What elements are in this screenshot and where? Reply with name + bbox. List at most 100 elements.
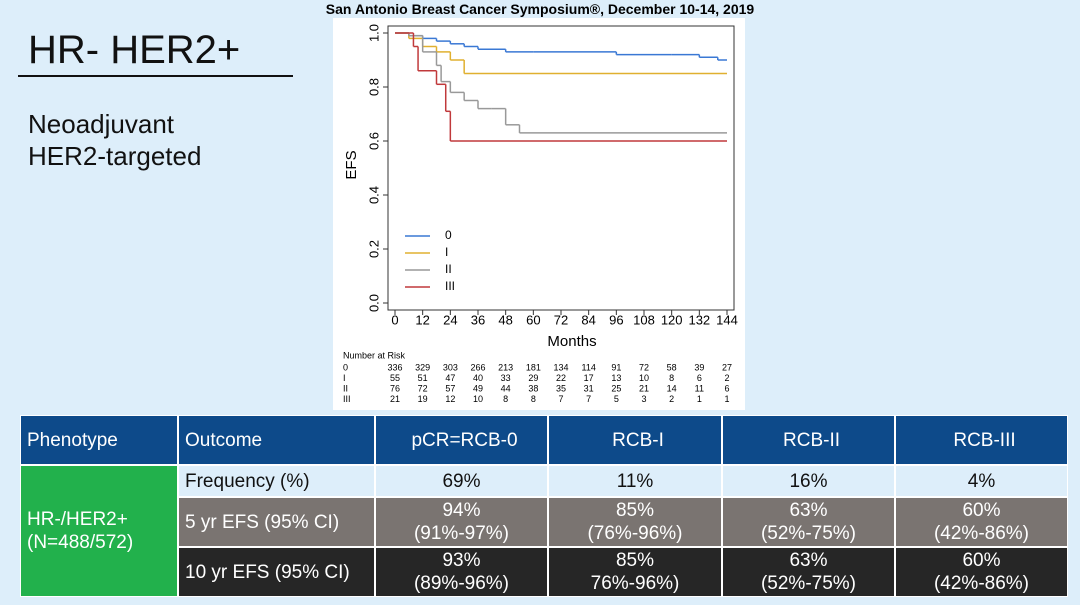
x-tick-label: 0 xyxy=(391,312,398,327)
x-tick-label: 48 xyxy=(498,312,512,327)
legend-label: II xyxy=(445,262,452,276)
value-cell: 16% xyxy=(722,465,895,497)
risk-count: 2 xyxy=(724,373,729,383)
risk-count: 336 xyxy=(387,362,402,372)
risk-count: 181 xyxy=(526,362,541,372)
risk-count: 5 xyxy=(614,394,619,404)
risk-count: 266 xyxy=(470,362,485,372)
value-line: 76%-96%) xyxy=(590,573,680,594)
value-cell: 60% (42%-86%) xyxy=(895,547,1068,597)
y-axis-label: EFS xyxy=(343,150,360,179)
risk-count: 303 xyxy=(443,362,458,372)
value-line: 85% xyxy=(615,500,655,521)
value-line: 94% xyxy=(442,500,481,521)
risk-count: 31 xyxy=(584,383,594,393)
risk-count: 72 xyxy=(639,362,649,372)
risk-count: 51 xyxy=(418,373,428,383)
risk-count: 58 xyxy=(667,362,677,372)
phenotype-cell: HR-/HER2+ (N=488/572) xyxy=(20,465,178,597)
value-line: (76%-96%) xyxy=(587,523,683,544)
risk-count: 39 xyxy=(694,362,704,372)
table-header-cell: pCR=RCB-0 xyxy=(375,415,548,465)
risk-count: 22 xyxy=(556,373,566,383)
x-tick-label: 84 xyxy=(581,312,595,327)
y-tick-label: 0.6 xyxy=(366,132,381,150)
value-cell: 4% xyxy=(895,465,1068,497)
risk-count: 10 xyxy=(473,394,483,404)
x-tick-label: 144 xyxy=(716,312,738,327)
risk-count: 44 xyxy=(501,383,511,393)
risk-count: 76 xyxy=(390,383,400,393)
title-rule xyxy=(18,75,293,77)
risk-count: 7 xyxy=(586,394,591,404)
risk-count: 27 xyxy=(722,362,732,372)
x-tick-label: 24 xyxy=(443,312,457,327)
risk-count: 40 xyxy=(473,373,483,383)
value-cell: 85% (76%-96%) xyxy=(548,497,722,547)
x-tick-label: 120 xyxy=(661,312,683,327)
y-tick-label: 1.0 xyxy=(366,24,381,42)
value-line: (91%-97%) xyxy=(413,523,510,544)
x-tick-label: 36 xyxy=(471,312,485,327)
risk-count: 6 xyxy=(697,373,702,383)
risk-count: 1 xyxy=(724,394,729,404)
risk-count: 11 xyxy=(695,383,704,393)
risk-count: 3 xyxy=(641,394,646,404)
slide-title: HR- HER2+ xyxy=(28,28,241,72)
risk-count: 1 xyxy=(697,394,702,404)
subtitle: Neoadjuvant HER2-targeted xyxy=(28,108,201,172)
risk-title: Number at Risk xyxy=(343,350,406,360)
x-tick-label: 108 xyxy=(633,312,655,327)
subtitle-line: Neoadjuvant xyxy=(28,109,174,139)
risk-count: 8 xyxy=(531,394,536,404)
y-tick-label: 0.0 xyxy=(366,294,381,312)
value-cell: 63% (52%-75%) xyxy=(722,497,895,547)
risk-count: 91 xyxy=(611,362,621,372)
row-label: 5 yr EFS (95% CI) xyxy=(178,497,375,547)
risk-count: 13 xyxy=(611,373,621,383)
table-header-cell: RCB-II xyxy=(722,415,895,465)
y-tick-label: 0.4 xyxy=(366,186,381,204)
x-tick-label: 60 xyxy=(526,312,540,327)
risk-count: 10 xyxy=(639,373,649,383)
risk-count: 21 xyxy=(639,383,649,393)
x-tick-label: 72 xyxy=(554,312,568,327)
x-tick-label: 96 xyxy=(609,312,623,327)
value-cell: 69% xyxy=(375,465,548,497)
risk-count: 134 xyxy=(553,362,568,372)
value-line: (42%-86%) xyxy=(933,573,1030,594)
value-cell: 60% (42%-86%) xyxy=(895,497,1068,547)
risk-row-name: I xyxy=(343,373,346,383)
risk-count: 6 xyxy=(724,383,729,393)
table-header-cell: Phenotype xyxy=(20,415,178,465)
y-tick-label: 0.2 xyxy=(366,240,381,258)
value-cell: 85% 76%-96%) xyxy=(548,547,722,597)
row-label: Frequency (%) xyxy=(178,465,375,497)
risk-count: 57 xyxy=(445,383,455,393)
risk-count: 21 xyxy=(390,394,400,404)
risk-count: 329 xyxy=(415,362,430,372)
x-tick-label: 132 xyxy=(688,312,710,327)
value-line: (52%-75%) xyxy=(760,523,857,544)
chart-bg xyxy=(333,18,745,410)
risk-row-name: 0 xyxy=(343,362,348,372)
phenotype-line: HR-/HER2+ xyxy=(27,509,128,530)
value-cell: 11% xyxy=(548,465,722,497)
km-chart: 0 12 24 36 48 60 72 84 96 108 120 132 1440.00.20.40.… xyxy=(333,18,745,410)
table-header-cell: RCB-I xyxy=(548,415,722,465)
table-header-cell: Outcome xyxy=(178,415,375,465)
value-cell: 63% (52%-75%) xyxy=(722,547,895,597)
risk-count: 213 xyxy=(498,362,513,372)
outcome-table: Phenotype Outcome pCR=RCB-0 RCB-I RCB-II RCB-… xyxy=(20,415,1068,597)
risk-count: 33 xyxy=(501,373,511,383)
risk-row-name: III xyxy=(343,394,351,404)
value-line: 63% xyxy=(789,500,828,521)
header: San Antonio Breast Cancer Symposium®, De… xyxy=(325,1,755,17)
value-line: 85% xyxy=(615,550,655,571)
risk-count: 35 xyxy=(556,383,566,393)
risk-count: 12 xyxy=(445,394,455,404)
legend-label: III xyxy=(445,279,455,293)
table-header-cell: RCB-III xyxy=(895,415,1068,465)
x-tick-label: 12 xyxy=(415,312,429,327)
risk-count: 7 xyxy=(558,394,563,404)
